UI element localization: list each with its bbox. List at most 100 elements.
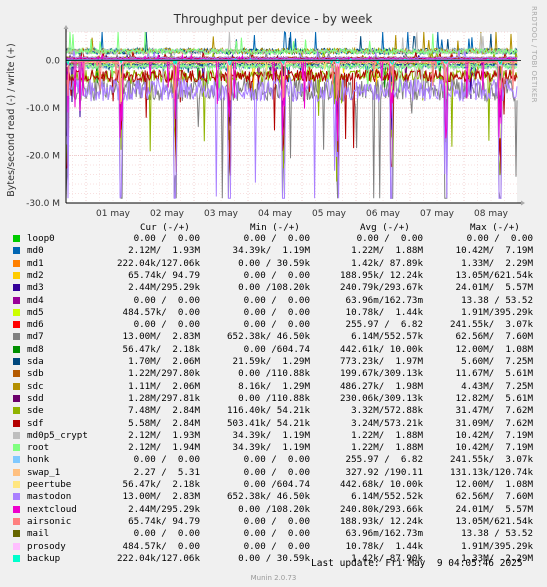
x-tick-label: 05 may (312, 209, 347, 219)
legend-swatch (13, 394, 20, 402)
series-line-read (65, 60, 517, 105)
legend-row: sdb 1.22M/297.80k 0.00 /110.88k 199.67k/309… (0, 368, 547, 379)
legend-swatch (13, 407, 20, 415)
legend-cur: 2.44M/295.29k (128, 282, 200, 294)
legend-max: 24.01M/ 5.57M (455, 282, 533, 294)
series-line-read (65, 62, 518, 100)
legend-avg: 188.93k/ 12.24k (340, 515, 423, 527)
legend-max: 1.33M/ 2.29M (461, 257, 533, 269)
legend-min: 652.38k/ 46.50k (227, 331, 310, 343)
legend-cur: 2.12M/ 1.93M (128, 429, 200, 441)
legend-swatch (13, 505, 20, 513)
chart: Throughput per device - by week Bytes/se… (6, 12, 525, 219)
legend-max: 1.91M/395.29k (461, 306, 533, 318)
legend-avg: 10.78k/ 1.44k (345, 306, 423, 318)
legend-cur: 0.00 / 0.00 (133, 233, 200, 244)
legend-avg: 63.96m/162.73m (345, 294, 423, 306)
legend-max: 241.55k/ 3.07k (450, 319, 533, 331)
legend-swatch (13, 542, 20, 550)
legend-series-name: sda (27, 356, 44, 367)
legend-swatch (13, 333, 20, 341)
legend-avg: 773.23k/ 1.97M (340, 356, 423, 367)
legend-cur: 1.22M/297.80k (128, 368, 200, 380)
legend-min: 34.39k/ 1.19M (232, 245, 310, 257)
legend-cur: 65.74k/ 94.79 (128, 269, 200, 281)
legend-series-name: nextcloud (27, 503, 77, 515)
legend-max: 241.55k/ 3.07k (450, 454, 533, 466)
legend-row: sdd 1.28M/297.81k 0.00 /110.88k 230.06k/309… (0, 393, 547, 404)
legend-series-name: peertube (27, 479, 72, 490)
legend-min: 0.00 / 0.00 (243, 454, 310, 466)
legend-max: 10.42M/ 7.19M (455, 429, 533, 441)
legend-max: 12.82M/ 5.61M (455, 392, 533, 404)
legend-swatch (13, 481, 20, 488)
series-line-write (65, 31, 518, 56)
legend-series-name: md0 (27, 245, 44, 257)
legend-swatch (13, 296, 20, 304)
axes (63, 25, 525, 206)
legend-avg: 188.95k/ 12.24k (340, 269, 423, 281)
legend-series-name: sdf (27, 417, 44, 429)
legend-row: root 2.12M/ 1.94M 34.39k/ 1.19M 1.22M/ 1.88… (0, 442, 547, 453)
legend-max: 24.01M/ 5.57M (455, 503, 533, 515)
legend-row: md0p5_crypt 2.12M/ 1.93M 34.39k/ 1.19M 1.22… (0, 430, 547, 441)
y-tick-label: -30.0 M (26, 199, 60, 209)
legend-min: 0.00 /604.74 (243, 479, 310, 490)
legend-min: 0.00 /108.20k (238, 503, 310, 515)
legend-series-name: root (27, 442, 50, 454)
legend-swatch (13, 259, 20, 267)
legend-min: 0.00 / 30.59k (238, 257, 310, 269)
legend-avg: 6.14M/552.52k (351, 491, 423, 503)
legend-cur: 5.58M/ 2.84M (128, 417, 200, 429)
legend-series-name: sdd (27, 392, 44, 404)
legend-max: 62.56M/ 7.60M (455, 331, 533, 343)
legend-row: nextcloud 2.44M/295.29k 0.00 /108.20k 240.8… (0, 504, 547, 515)
x-axis-arrow (521, 200, 525, 206)
legend-series-name: sdb (27, 368, 44, 380)
legend-row: sdf 5.58M/ 2.84M 503.41k/ 54.21k 3.24M/573.… (0, 418, 547, 429)
legend-avg: 199.67k/309.13k (340, 368, 423, 380)
x-tick-label: 08 may (474, 209, 509, 219)
legend-cur: 13.00M/ 2.83M (122, 331, 200, 343)
legend-series-name: md4 (27, 294, 44, 306)
legend-header-min: Min (-/+) (250, 222, 300, 233)
legend-min: 21.59k/ 1.29M (232, 356, 310, 367)
legend-min: 0.00 / 30.59k (238, 552, 310, 564)
legend-header-max: Max (-/+) (470, 222, 520, 233)
legend-cur: 0.00 / 0.00 (133, 454, 200, 466)
legend-swatch (13, 431, 20, 439)
legend-swatch (13, 456, 20, 464)
legend-avg: 240.80k/293.66k (340, 503, 423, 515)
legend-cur: 65.74k/ 94.79 (128, 515, 200, 527)
legend-avg: 240.79k/293.67k (340, 282, 423, 294)
legend-min: 0.00 / 0.00 (243, 540, 310, 552)
legend-min: 0.00 /110.88k (238, 368, 310, 380)
x-tick-label: 03 may (204, 209, 239, 219)
legend-avg: 1.22M/ 1.88M (351, 442, 423, 454)
legend-series-name: prosody (27, 540, 66, 552)
series-line-read (65, 76, 518, 199)
legend-series-name: mastodon (27, 491, 72, 503)
legend-max: 11.67M/ 5.61M (455, 368, 533, 380)
legend-series-name: airsonic (27, 515, 72, 527)
legend-cur: 0.00 / 0.00 (133, 319, 200, 331)
legend-header-avg: Avg (-/+) (360, 222, 410, 233)
legend-swatch (13, 444, 20, 452)
legend-max: 13.38 / 53.52 (461, 528, 533, 540)
legend-max: 13.05M/621.54k (455, 515, 533, 527)
legend-cur: 13.00M/ 2.83M (122, 491, 200, 503)
legend-max: 62.56M/ 7.60M (455, 491, 533, 503)
legend-cur: 484.57k/ 0.00 (122, 540, 200, 552)
legend-series-name: md3 (27, 282, 44, 294)
x-tick-label: 07 may (420, 209, 455, 219)
legend-row: md2 65.74k/ 94.79 0.00 / 0.00 188.95k/ 12.2… (0, 270, 547, 281)
y-tick-labels: 0.0 -10.0 M -20.0 M -30.0 M (26, 57, 60, 210)
legend-row: mail 0.00 / 0.00 0.00 / 0.00 63.96m/162.73m… (0, 528, 547, 539)
legend-header-cur: Cur (-/+) (140, 222, 190, 233)
legend-series-name: swap_1 (27, 466, 61, 478)
legend-avg: 442.68k/ 10.00k (340, 479, 423, 490)
y-axis-label: Bytes/second read (-) / write (+) (6, 43, 17, 197)
legend-cur: 484.57k/ 0.00 (122, 306, 200, 318)
legend-swatch (13, 321, 20, 329)
legend-avg: 255.97 / 6.82 (345, 319, 423, 331)
